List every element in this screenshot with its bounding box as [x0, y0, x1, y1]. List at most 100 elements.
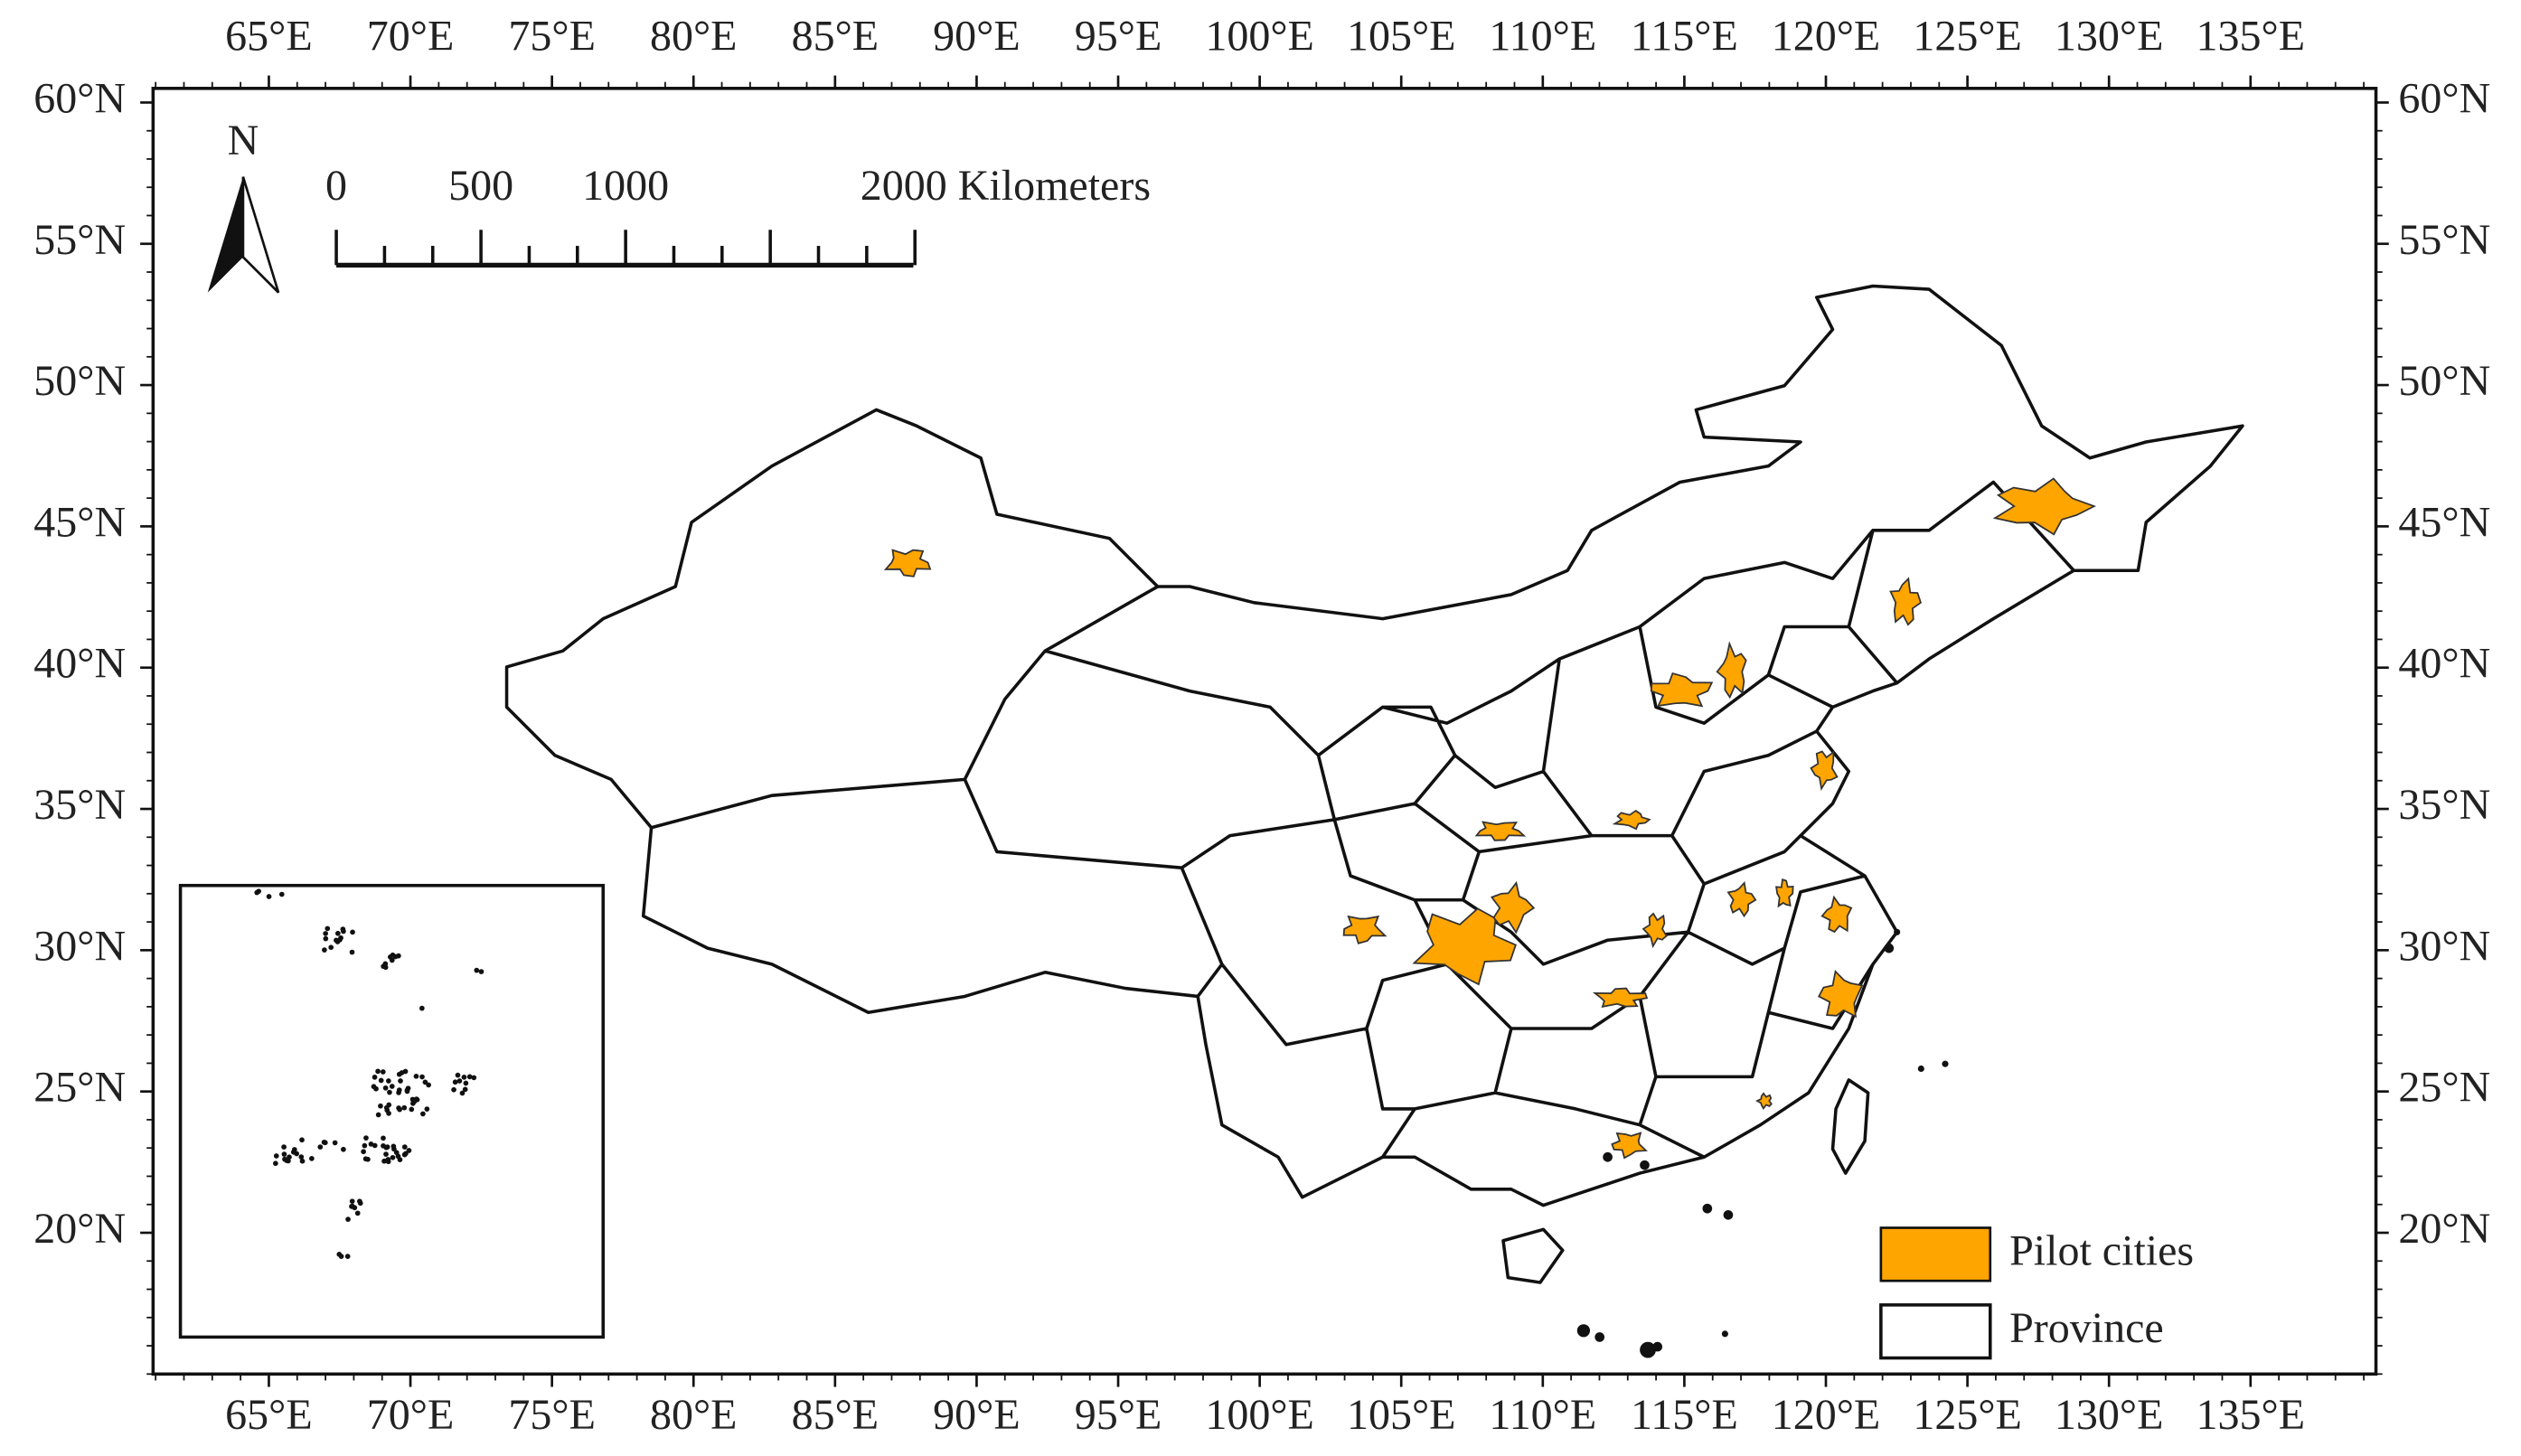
pilot-city [1342, 915, 1387, 944]
legend-swatch [1879, 1303, 1992, 1360]
island [341, 928, 346, 935]
island [380, 1069, 386, 1075]
island [1652, 1341, 1663, 1352]
island [322, 947, 327, 953]
lon-tick-label: 125°E [1913, 1391, 2022, 1439]
island [466, 1074, 473, 1080]
island [345, 1216, 351, 1222]
island [401, 1104, 408, 1111]
island [419, 1005, 425, 1011]
island [281, 1151, 287, 1157]
island [459, 1090, 466, 1096]
island [365, 1156, 371, 1162]
north-arrow [207, 176, 243, 293]
island [322, 1140, 328, 1146]
island [372, 1142, 378, 1149]
lat-tick-label: 35°N [2398, 781, 2490, 829]
island [401, 1151, 408, 1158]
island [397, 1106, 402, 1113]
island [375, 1068, 381, 1075]
lon-tick-label: 110°E [1489, 12, 1596, 60]
island [317, 1144, 324, 1150]
island [381, 1158, 387, 1164]
lat-tick-label: 25°N [33, 1064, 126, 1112]
island [1723, 1209, 1734, 1220]
island [323, 935, 329, 942]
lat-tick-label: 60°N [33, 74, 126, 122]
lon-tick-label: 65°E [225, 12, 313, 60]
province-boundary [651, 480, 2075, 1159]
island [299, 1137, 305, 1143]
island [401, 1144, 408, 1150]
island [413, 1073, 419, 1079]
pilot-city [1992, 477, 2097, 536]
lat-tick-label: 35°N [33, 781, 126, 829]
island [286, 1158, 291, 1164]
lon-tick-label: 120°E [1772, 12, 1881, 60]
pilot-city [1775, 878, 1794, 908]
island [471, 1075, 477, 1081]
pilot-city [1716, 641, 1747, 700]
lat-tick-label: 45°N [33, 498, 126, 546]
legend-label: Province [2009, 1304, 2164, 1352]
island [273, 1153, 279, 1159]
pilot-cities [883, 477, 2097, 1160]
island [1917, 1065, 1924, 1073]
lat-tick-label: 40°N [33, 640, 126, 688]
island [462, 1086, 468, 1093]
island [1640, 1160, 1650, 1170]
island [419, 1074, 425, 1080]
lat-tick-label: 20°N [33, 1205, 126, 1253]
island [375, 1112, 381, 1118]
axes: 65°E 65°E 70°E 70°E 75°E 75°E 80°E 80°E 85°E 85°E… [33, 12, 2490, 1439]
island [278, 891, 285, 897]
island [392, 953, 399, 960]
island [461, 1075, 467, 1080]
pilot-city [1755, 1092, 1773, 1111]
lon-tick-label: 105°E [1347, 12, 1456, 60]
island [383, 1104, 390, 1111]
pilot-city [1818, 970, 1864, 1019]
island [354, 1210, 361, 1216]
lon-tick-label: 100°E [1205, 12, 1314, 60]
island [344, 1254, 351, 1259]
island [386, 1111, 391, 1116]
island [323, 931, 328, 936]
pilot-city [1726, 880, 1757, 918]
island [411, 1099, 418, 1104]
island [325, 925, 331, 932]
pilot-city [1889, 577, 1923, 626]
lon-tick-label: 135°E [2196, 1391, 2306, 1439]
island [363, 1135, 369, 1141]
island [390, 1143, 397, 1150]
lat-tick-label: 30°N [33, 922, 126, 970]
lon-tick-label: 110°E [1489, 1391, 1596, 1439]
pilot-city [1592, 987, 1649, 1008]
island [381, 1135, 386, 1141]
taiwan [1830, 1078, 1870, 1175]
island [424, 1106, 430, 1112]
island [422, 1079, 428, 1085]
island [398, 1078, 403, 1084]
island [451, 1086, 456, 1093]
lat-tick-label: 45°N [2398, 498, 2490, 546]
island [281, 1144, 287, 1150]
lon-tick-label: 105°E [1347, 1391, 1456, 1439]
island [1603, 1151, 1613, 1162]
lat-tick-label: 50°N [33, 357, 126, 405]
lon-tick-label: 100°E [1205, 1391, 1314, 1439]
pilot-city [1810, 750, 1839, 792]
lon-tick-label: 75°E [508, 1391, 596, 1439]
lat-tick-label: 55°N [2398, 216, 2490, 264]
island [349, 1204, 354, 1209]
island [368, 1141, 374, 1147]
north-arrow [241, 176, 280, 294]
lat-tick-label: 30°N [2398, 922, 2490, 970]
lat-tick-label: 60°N [2398, 74, 2490, 122]
scale-label: 2000 Kilometers [861, 162, 1151, 210]
lat-tick-label: 25°N [2398, 1064, 2490, 1112]
scale-label: 1000 [582, 162, 669, 210]
island [378, 1103, 383, 1109]
